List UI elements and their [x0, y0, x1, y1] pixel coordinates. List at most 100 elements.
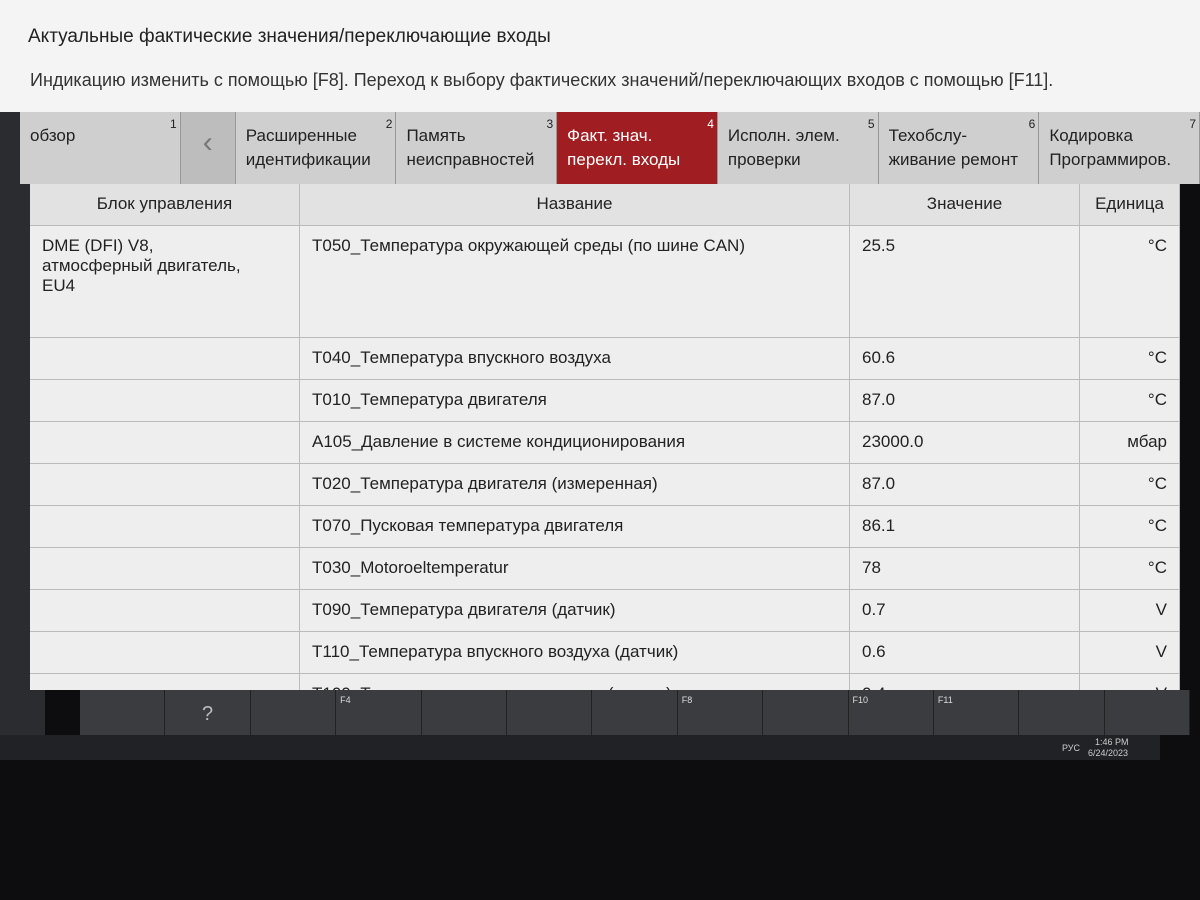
cell: 25.5: [850, 226, 1080, 337]
function-key[interactable]: F4: [336, 690, 422, 735]
block-cell: [30, 380, 300, 421]
tab-label: неисправностей: [406, 150, 535, 169]
language: РУС: [1062, 743, 1081, 753]
function-key[interactable]: [80, 690, 166, 735]
table-row[interactable]: DME (DFI) V8, атмосферный двигатель, EU4 T0…: [30, 226, 1180, 338]
tab-number: 7: [1189, 117, 1197, 131]
tab-label: Техобслу-: [888, 126, 967, 145]
cell: A105_Давление в системе кондиционировани…: [300, 422, 850, 463]
cell: °C: [1080, 548, 1180, 589]
title: Актуальные фактические значения/переключ…: [28, 26, 551, 47]
toolbar: ? F4 F8 F10 F11: [80, 690, 1191, 735]
function-key[interactable]: [1019, 690, 1105, 735]
tab-number: 1: [170, 117, 177, 131]
cell: T020_Температура двигателя (измеренная): [300, 464, 850, 505]
tab-label: Кодировка: [1049, 126, 1133, 145]
cell: T050_Температура окружающей среды (по ши…: [300, 226, 850, 337]
tab-label: живание ремонт: [888, 150, 1019, 169]
tab-label: Расширенные: [245, 126, 357, 145]
back-button[interactable]: ‹: [180, 112, 236, 184]
table-row[interactable]: T090_Температура двигателя (датчик) 0.7 V: [30, 590, 1180, 632]
cell: 86.1: [850, 506, 1080, 547]
table-row[interactable]: T040_Температура впускного воздуха 60.6 °C: [30, 338, 1180, 380]
table-row[interactable]: T010_Температура двигателя 87.0 °C: [30, 380, 1180, 422]
tab-number: 6: [1028, 117, 1036, 131]
cell: T100_Температура моторного масла (датчик…: [300, 674, 850, 690]
time: 1:46 PM: [1095, 737, 1129, 747]
cell: T070_Пусковая температура двигателя: [300, 506, 850, 547]
table-row[interactable]: A105_Давление в системе кондиционировани…: [30, 422, 1180, 464]
function-key[interactable]: [251, 690, 337, 735]
tab-label: проверки: [727, 150, 801, 169]
block-cell: [30, 632, 300, 673]
cell: T090_Температура двигателя (датчик): [300, 590, 850, 631]
tab-label: Факт. знач.: [567, 126, 653, 145]
cell: T030_Motoroeltemperatur: [300, 548, 850, 589]
column-header: Значение: [850, 184, 1080, 225]
key-label: F10: [852, 695, 869, 705]
block-cell: [30, 548, 300, 589]
function-key[interactable]: [422, 690, 507, 735]
table-row[interactable]: T030_Motoroeltemperatur 78 °C: [30, 548, 1180, 590]
function-key[interactable]: ?: [165, 690, 251, 735]
cell: °C: [1080, 338, 1180, 379]
tab[interactable]: 6 Техобслу-живание ремонт: [878, 112, 1040, 184]
cell: T110_Температура впускного воздуха (датч…: [300, 632, 850, 673]
cell: V: [1080, 674, 1180, 690]
block-cell: [30, 338, 300, 379]
tab[interactable]: 7 Кодировка Программиров.: [1039, 112, 1200, 184]
function-key[interactable]: F10: [849, 690, 934, 735]
tab[interactable]: 4 Факт. знач. перекл. входы: [557, 112, 718, 184]
tab-number: 4: [707, 117, 714, 131]
column-header: Единица: [1080, 184, 1180, 225]
tab-label: Программиров.: [1049, 150, 1172, 169]
tab[interactable]: 2 Расширенные идентификации: [235, 112, 397, 184]
table-row[interactable]: T020_Температура двигателя (измеренная) 8…: [30, 464, 1180, 506]
function-key[interactable]: F8: [678, 690, 764, 735]
function-key[interactable]: [507, 690, 593, 735]
tab-label: Память: [406, 126, 466, 145]
cell: °C: [1080, 506, 1180, 547]
cell: °C: [1080, 380, 1180, 421]
tab[interactable]: 3 Память неисправностей: [396, 112, 558, 184]
taskbar: РУС 1:46 PM 6/24/2023: [0, 735, 1160, 760]
tab[interactable]: 1 обзор: [20, 112, 181, 184]
cell: °C: [1080, 464, 1180, 505]
tab[interactable]: 5 Исполн. элем. проверки: [717, 112, 879, 184]
help-icon: ?: [202, 703, 214, 725]
tab-number: 5: [867, 117, 875, 131]
function-key[interactable]: [1105, 690, 1191, 735]
key-label: F4: [340, 695, 351, 705]
table-row[interactable]: T110_Температура впускного воздуха (датч…: [30, 632, 1180, 674]
cell: 0.7: [850, 590, 1080, 631]
values-table: Блок управления Название Значение Единица DM…: [30, 184, 1180, 690]
tab-label: Исполн. элем.: [727, 126, 840, 145]
function-key[interactable]: [763, 690, 849, 735]
subtitle: Индикацию изменить с помощью [F8]. Перех…: [30, 70, 1054, 90]
cell: 0.4: [850, 674, 1080, 690]
block-cell: DME (DFI) V8, атмосферный двигатель, EU4: [30, 226, 300, 337]
block-cell: [30, 464, 300, 505]
tab-bar: 1 обзор ‹ 2 Расширенные идентификации 3 Память н…: [20, 112, 1200, 184]
cell: T010_Температура двигателя: [300, 380, 850, 421]
block-cell: [30, 674, 300, 690]
table-row[interactable]: T070_Пусковая температура двигателя 86.1 °…: [30, 506, 1180, 548]
tab-number: 2: [385, 117, 393, 131]
block-cell: [30, 422, 300, 463]
tab-label: перекл. входы: [567, 150, 681, 169]
key-label: F11: [937, 695, 953, 705]
function-key[interactable]: F11: [934, 690, 1020, 735]
cell: V: [1080, 590, 1180, 631]
table-row[interactable]: T100_Температура моторного масла (датчик…: [30, 674, 1180, 690]
cell: 78: [850, 548, 1080, 589]
block-line: DME (DFI) V8,: [42, 236, 154, 255]
tab-number: 3: [546, 117, 554, 131]
function-key[interactable]: [592, 690, 678, 735]
cell: 87.0: [850, 464, 1080, 505]
cell: 23000.0: [850, 422, 1080, 463]
block-line: EU4: [42, 276, 76, 295]
block-cell: [30, 506, 300, 547]
key-label: F8: [681, 695, 693, 705]
cell: 0.6: [850, 632, 1080, 673]
